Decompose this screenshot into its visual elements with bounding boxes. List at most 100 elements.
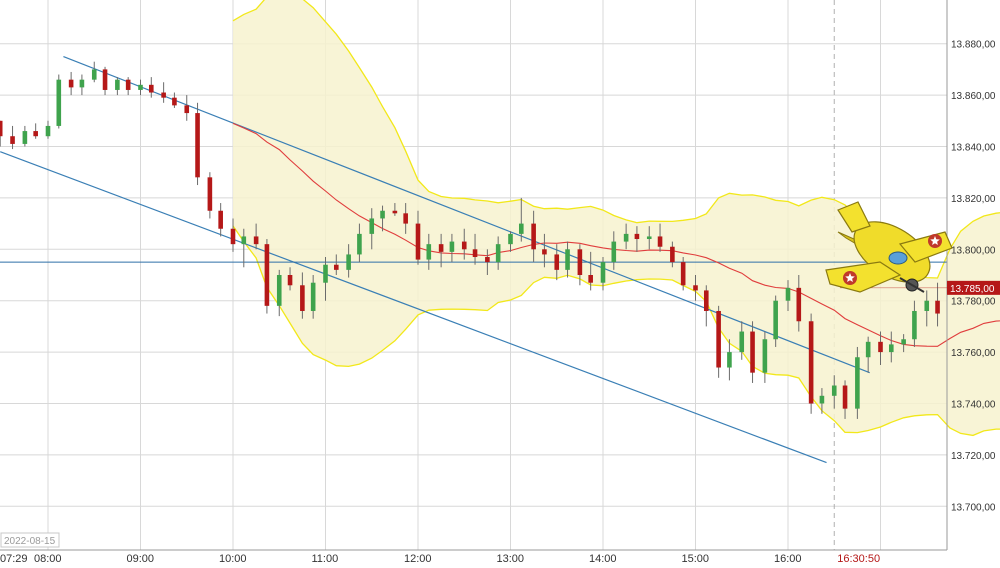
candle[interactable] (842, 380, 848, 419)
candle[interactable] (785, 280, 791, 311)
candle[interactable] (531, 210, 536, 263)
candle[interactable] (148, 77, 154, 98)
candle[interactable] (10, 125, 15, 150)
candle-body (808, 321, 814, 404)
x-tick-label: 10:00 (219, 553, 247, 563)
candle[interactable] (739, 321, 745, 360)
candle-body (333, 264, 339, 270)
candle[interactable] (646, 226, 652, 250)
candle[interactable] (369, 208, 375, 250)
plane-propeller (899, 277, 925, 293)
candle[interactable] (91, 61, 97, 83)
candle[interactable] (218, 203, 223, 237)
candles[interactable] (0, 61, 940, 419)
candle[interactable] (680, 257, 686, 291)
candle[interactable] (623, 223, 629, 250)
candle[interactable] (138, 79, 143, 96)
channel-lower-line[interactable] (0, 151, 827, 464)
candle[interactable] (716, 305, 721, 378)
candle[interactable] (542, 233, 547, 268)
candle[interactable] (172, 92, 177, 108)
candle[interactable] (901, 334, 906, 353)
candle[interactable] (380, 205, 385, 232)
candle[interactable] (518, 197, 524, 242)
candle[interactable] (634, 226, 640, 252)
candle[interactable] (878, 331, 883, 365)
y-tick-label: 13.780,00 (951, 297, 996, 308)
candle[interactable] (207, 172, 213, 219)
candle[interactable] (762, 331, 768, 383)
candle-body (323, 264, 328, 283)
candle[interactable] (796, 275, 802, 332)
candle[interactable] (472, 233, 478, 265)
candle[interactable] (831, 375, 837, 409)
candle[interactable] (415, 210, 421, 265)
candle[interactable] (924, 290, 930, 327)
candle[interactable] (888, 331, 894, 363)
candle[interactable] (808, 313, 814, 414)
candle[interactable] (577, 244, 583, 286)
candle[interactable] (22, 125, 28, 147)
candle[interactable] (357, 223, 362, 263)
candle[interactable] (125, 77, 131, 96)
candle[interactable] (287, 267, 293, 291)
candle[interactable] (912, 300, 917, 347)
candle[interactable] (449, 233, 455, 263)
candle[interactable] (657, 223, 663, 252)
candle[interactable] (323, 257, 328, 301)
candle[interactable] (276, 269, 282, 317)
candle[interactable] (253, 223, 259, 250)
candle[interactable] (426, 233, 432, 270)
candle[interactable] (300, 272, 305, 319)
candle[interactable] (230, 218, 236, 252)
candle[interactable] (184, 95, 190, 121)
candle[interactable] (554, 244, 560, 281)
candle[interactable] (161, 82, 166, 103)
candle[interactable] (79, 74, 85, 96)
candle-body (300, 285, 305, 311)
candle[interactable] (508, 231, 513, 252)
candle[interactable] (241, 228, 247, 268)
candle[interactable] (565, 241, 570, 278)
candle[interactable] (588, 251, 593, 291)
candle[interactable] (935, 282, 940, 327)
candle[interactable] (0, 120, 3, 147)
candle[interactable] (346, 244, 351, 278)
candle-body (161, 92, 166, 98)
candle[interactable] (773, 295, 778, 347)
candle[interactable] (392, 203, 398, 216)
candle[interactable] (102, 66, 108, 96)
candle[interactable] (68, 71, 74, 96)
candle[interactable] (264, 239, 270, 314)
candle-body (253, 236, 259, 245)
candle-body (287, 275, 293, 286)
candle[interactable] (611, 231, 617, 270)
candle[interactable] (45, 120, 51, 139)
candle[interactable] (750, 321, 755, 383)
candle[interactable] (115, 77, 120, 96)
candle[interactable] (600, 257, 606, 291)
candle-body (426, 244, 432, 260)
airplane-mascot-icon[interactable] (825, 201, 953, 295)
candle[interactable] (819, 388, 825, 414)
candle[interactable] (495, 236, 501, 270)
candle[interactable] (865, 336, 871, 373)
candle[interactable] (727, 339, 732, 381)
candle[interactable] (438, 233, 444, 268)
candle[interactable] (333, 254, 339, 275)
candle[interactable] (461, 228, 467, 260)
candle[interactable] (670, 241, 675, 268)
candle[interactable] (693, 275, 698, 301)
candle[interactable] (855, 346, 860, 419)
y-tick-label: 13.740,00 (951, 400, 996, 411)
candle[interactable] (703, 285, 709, 327)
candle[interactable] (310, 275, 316, 319)
candle[interactable] (403, 203, 408, 234)
candle[interactable] (485, 249, 490, 275)
lower-band (232, 225, 1000, 437)
candle[interactable] (56, 74, 62, 129)
candle[interactable] (195, 102, 200, 186)
candle[interactable] (33, 123, 38, 139)
